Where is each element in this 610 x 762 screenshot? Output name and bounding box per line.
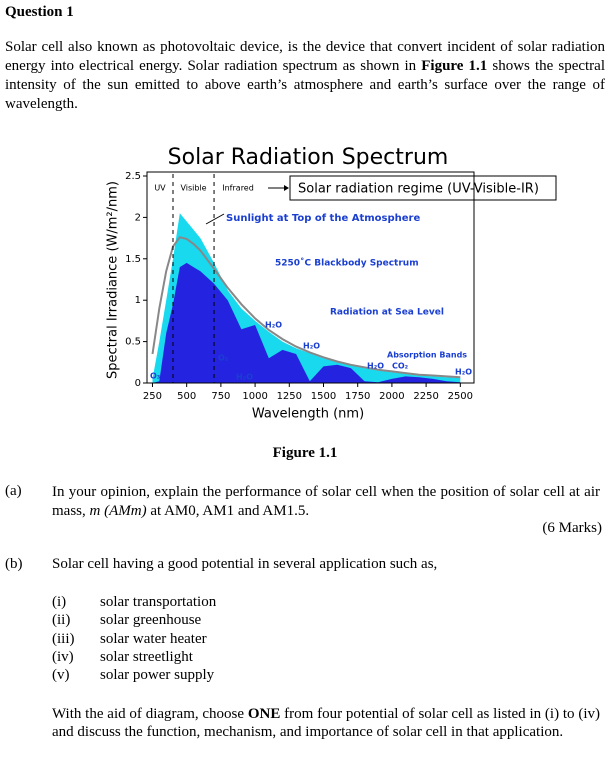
y-tick-label: 2 xyxy=(135,212,141,223)
item-text: solar greenhouse xyxy=(100,612,202,629)
item-text: solar streetlight xyxy=(100,648,193,665)
x-tick-label: 2250 xyxy=(413,391,438,402)
item-label: (i) xyxy=(52,594,67,610)
item-text: solar transportation xyxy=(100,594,217,610)
text: With the aid of diagram, choose xyxy=(52,706,248,722)
region-label: UV xyxy=(154,184,166,193)
regime-box xyxy=(289,175,557,201)
x-tick-label: 500 xyxy=(177,391,196,402)
question-title: Question 1 xyxy=(5,4,74,20)
molecule: H₂O xyxy=(236,373,253,382)
text: In your opinion, explain the performance… xyxy=(52,484,600,519)
pointer xyxy=(205,213,225,225)
chart: Solar Radiation Spectrum Spectral Irradi… xyxy=(106,145,557,422)
text: at AM0, AM1 and AM1.5. xyxy=(146,503,310,519)
molecule: H₂O xyxy=(367,362,384,371)
part-text: Solar cell having a good potential in se… xyxy=(52,556,438,572)
x-tick-label: 1000 xyxy=(242,391,267,402)
molecule: O₂ xyxy=(218,354,229,363)
annotation: Radiation at Sea Level xyxy=(330,308,444,318)
molecule: H₂O xyxy=(303,342,320,351)
marks: (6 Marks) xyxy=(542,520,602,536)
y-tick-label: 1 xyxy=(135,295,141,306)
x-tick-label: 750 xyxy=(211,391,230,402)
closing: With the aid of diagram, choose ONE from… xyxy=(52,705,600,741)
item-label: (ii) xyxy=(52,612,71,629)
x-tick-label: 250 xyxy=(143,391,162,402)
annotation: Sunlight at Top of the Atmosphere xyxy=(226,213,420,224)
region-label: Visible xyxy=(180,184,206,193)
item-label: (v) xyxy=(52,667,70,684)
y-tick-label: 1.5 xyxy=(125,254,141,265)
x-tick-label: 1500 xyxy=(311,391,336,402)
intro: Solar cell also known as photovoltaic de… xyxy=(5,38,605,114)
region-label: Infrared xyxy=(222,184,254,193)
y-tick-label: 2.5 xyxy=(125,171,141,182)
figure-caption: Figure 1.1 xyxy=(272,445,338,461)
y-tick-label: 0 xyxy=(135,378,141,389)
part-text: In your opinion, explain the performance… xyxy=(52,483,600,521)
arrow-head xyxy=(284,185,289,191)
area xyxy=(152,262,461,383)
plot-frame xyxy=(146,171,475,384)
text: Solar cell also known as photovoltaic de… xyxy=(5,39,605,74)
x-tick-label: 2000 xyxy=(379,391,404,402)
item-label: (iii) xyxy=(52,630,75,647)
annotation: Absorption Bands xyxy=(387,351,467,360)
regime-label: Solar radiation regime (UV-Visible-IR) xyxy=(298,182,539,197)
y-axis-label: Spectral Irradiance (W/m²/nm) xyxy=(106,181,121,379)
item-text: solar water heater xyxy=(100,630,207,647)
text: m (AMm) xyxy=(89,503,147,519)
molecule: O₃ xyxy=(150,372,161,381)
x-tick-label: 2500 xyxy=(448,391,473,402)
text: shows the spectral intensity of the sun … xyxy=(5,58,605,112)
text: ONE xyxy=(247,706,281,722)
x-tick-label: 1250 xyxy=(277,391,302,402)
annotation: 5250˚C Blackbody Spectrum xyxy=(275,258,419,269)
molecule: CO₂ xyxy=(392,362,409,371)
molecule: H₂O xyxy=(265,321,282,330)
item-text: solar power supply xyxy=(100,667,215,684)
text: from four potential of solar cell as lis… xyxy=(52,706,600,740)
line xyxy=(151,236,461,379)
y-tick-label: 0.5 xyxy=(125,337,141,348)
x-tick-label: 1750 xyxy=(345,391,370,402)
item-label: (iv) xyxy=(52,648,74,665)
part-label: (b) xyxy=(5,556,23,572)
molecule: H₂O xyxy=(455,368,472,377)
x-axis-label: Wavelength (nm) xyxy=(252,407,364,422)
chart-title: Solar Radiation Spectrum xyxy=(168,145,449,170)
plot: 0 0.5 1 1.5 2 2.5 250 500 750 1000 1250 1500 1750 200… xyxy=(125,171,475,402)
text: Figure 1.1 xyxy=(421,58,488,74)
part-label: (a) xyxy=(5,483,22,499)
